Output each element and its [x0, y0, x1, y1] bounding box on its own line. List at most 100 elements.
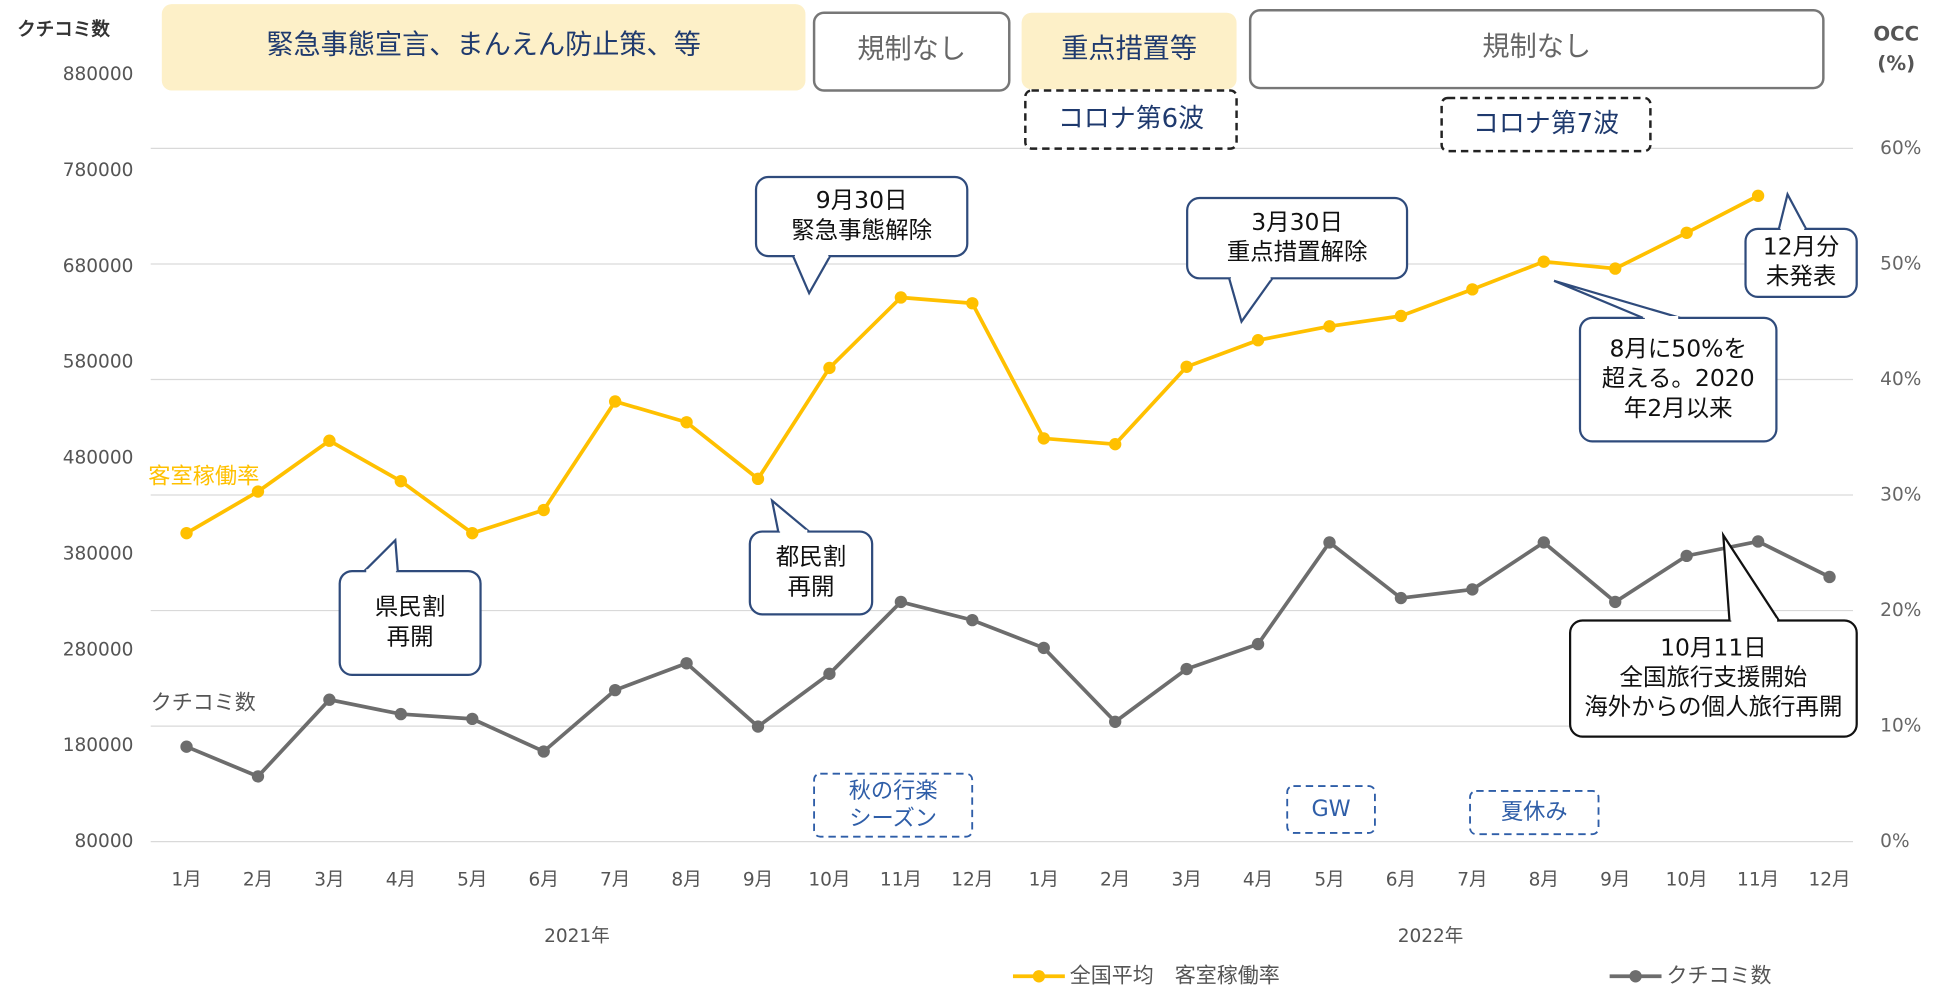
- x-tick-label: 7月: [600, 869, 630, 890]
- season-label: 秋の行楽: [849, 778, 938, 804]
- y2-tick-label: 40%: [1880, 369, 1921, 390]
- x-tick-label: 6月: [529, 869, 559, 890]
- year-label: 2021年: [544, 926, 610, 947]
- x-tick-label: 11月: [1737, 869, 1779, 890]
- data-point: [323, 693, 336, 706]
- y-tick-label: 780000: [63, 160, 134, 181]
- data-point: [1537, 255, 1550, 268]
- y-axis-label: クチコミ数: [17, 19, 110, 41]
- data-point: [537, 503, 550, 517]
- period-box: [1248, 9, 1825, 90]
- y-tick-label: 680000: [63, 256, 134, 277]
- data-point: [1394, 591, 1408, 605]
- period-box: [812, 11, 1011, 92]
- callout-text: 12月分: [1763, 233, 1840, 261]
- y-tick-label: 180000: [63, 735, 134, 756]
- callout-box: [754, 175, 969, 258]
- y2-tick-label: 10%: [1880, 716, 1921, 737]
- data-point: [1109, 715, 1122, 728]
- data-point: [1466, 583, 1479, 596]
- x-tick-label: 5月: [1314, 869, 1344, 890]
- callout-tail: [1553, 279, 1681, 319]
- wave-box: [1024, 89, 1238, 150]
- period-label: 緊急事態宣言、まんえん防止策、等: [266, 30, 701, 61]
- callout-tail: [1228, 277, 1274, 325]
- callout-tail: [1721, 531, 1780, 622]
- x-tick-label: 9月: [743, 869, 773, 890]
- x-tick-label: 2月: [243, 869, 273, 890]
- period-label: 重点措置等: [1061, 33, 1197, 64]
- x-tick-label: 9月: [1600, 869, 1630, 890]
- data-point: [180, 740, 193, 753]
- data-point: [1180, 360, 1193, 373]
- x-tick-label: 12月: [951, 869, 993, 890]
- x-tick-label: 3月: [314, 869, 344, 890]
- data-point: [1609, 595, 1622, 609]
- data-point: [323, 434, 336, 447]
- data-point: [1037, 641, 1050, 655]
- x-tick-label: 4月: [386, 869, 416, 890]
- x-tick-label: 8月: [1529, 869, 1559, 890]
- callout-box: [1568, 619, 1858, 738]
- data-point: [180, 526, 193, 540]
- data-point: [251, 770, 265, 783]
- data-point: [966, 297, 979, 310]
- x-tick-label: 5月: [457, 869, 487, 890]
- y2-tick-label: 0%: [1880, 831, 1909, 852]
- callout-text: 年2月以来: [1624, 394, 1733, 422]
- series-line: [185, 539, 1831, 779]
- callout-box: [338, 569, 482, 676]
- year-label: 2022年: [1398, 926, 1464, 947]
- callout-box: [748, 530, 874, 616]
- period-label: 規制なし: [857, 34, 966, 65]
- period-label: 規制なし: [1482, 31, 1591, 62]
- callout-text: 10月11日: [1660, 633, 1767, 661]
- data-point: [608, 683, 622, 697]
- data-point: [1537, 536, 1550, 549]
- legend-marker: [1629, 970, 1642, 983]
- data-point: [823, 667, 836, 680]
- data-point: [394, 474, 408, 488]
- y2-tick-label: 30%: [1880, 485, 1921, 506]
- x-tick-label: 1月: [1029, 869, 1059, 890]
- y-tick-label: 80000: [75, 831, 134, 852]
- x-tick-label: 10月: [1666, 869, 1708, 890]
- data-point: [894, 595, 908, 609]
- season-label: 夏休み: [1501, 799, 1568, 825]
- data-point: [1466, 283, 1479, 296]
- x-tick-label: 3月: [1171, 869, 1201, 890]
- season-box: [1286, 785, 1376, 834]
- x-tick-label: 4月: [1243, 869, 1273, 890]
- data-point: [751, 720, 765, 733]
- data-point: [894, 291, 908, 304]
- data-point: [251, 485, 265, 498]
- y2-tick-label: 20%: [1880, 600, 1921, 621]
- season-box: [813, 772, 974, 838]
- season-label: シーズン: [849, 805, 937, 831]
- data-point: [823, 361, 836, 375]
- callout-text: 重点措置解除: [1227, 237, 1368, 265]
- x-tick-label: 6月: [1386, 869, 1416, 890]
- callout-text: 超える。2020: [1602, 364, 1755, 392]
- period-box: [1021, 12, 1237, 90]
- data-point: [1109, 438, 1122, 451]
- data-point: [394, 707, 408, 721]
- callout-tail: [363, 537, 399, 572]
- legend-label: クチコミ数: [1666, 963, 1771, 987]
- callout-tail: [792, 255, 832, 296]
- data-point: [1251, 637, 1265, 651]
- data-point: [1751, 189, 1765, 202]
- x-tick-label: 1月: [171, 869, 201, 890]
- data-point: [680, 416, 693, 429]
- y-tick-label: 380000: [63, 543, 134, 564]
- data-point: [1394, 309, 1408, 323]
- callout-text: 再開: [788, 572, 835, 600]
- x-tick-label: 7月: [1457, 869, 1487, 890]
- season-box: [1469, 790, 1600, 836]
- legend-label: 全国平均 客室稼働率: [1070, 963, 1280, 987]
- y-tick-label: 580000: [63, 352, 134, 373]
- callout-box: [1186, 196, 1409, 280]
- data-point: [1251, 334, 1265, 347]
- data-point: [608, 395, 622, 408]
- data-point: [1323, 320, 1336, 333]
